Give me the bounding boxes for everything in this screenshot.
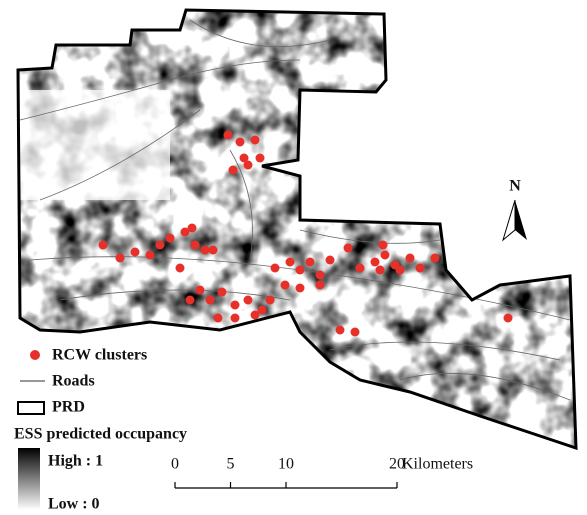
rcw-cluster (406, 254, 415, 263)
rcw-cluster (431, 254, 440, 263)
rcw-cluster (371, 258, 380, 267)
rcw-cluster (266, 296, 275, 305)
rcw-cluster (244, 296, 253, 305)
legend-label: Roads (52, 373, 95, 390)
rcw-cluster (296, 266, 305, 275)
rcw-cluster (206, 296, 215, 305)
scale-label: 0 (171, 456, 179, 473)
rcw-cluster (256, 154, 265, 163)
rcw-cluster (116, 254, 125, 263)
rcw-cluster (344, 244, 353, 253)
rcw-cluster (271, 264, 280, 273)
rcw-cluster (196, 286, 205, 295)
rcw-cluster (224, 131, 233, 140)
rcw-cluster (296, 284, 305, 293)
rcw-cluster (251, 136, 260, 145)
legend-label: RCW clusters (52, 347, 147, 364)
rcw-cluster (351, 328, 360, 337)
rcw-cluster (146, 251, 155, 260)
rcw-cluster (251, 311, 260, 320)
rcw-cluster (504, 314, 513, 323)
rcw-cluster (229, 166, 238, 175)
rcw-cluster (214, 314, 223, 323)
rcw-cluster (376, 266, 385, 275)
rcw-cluster (231, 301, 240, 310)
north-label: N (509, 178, 521, 195)
legend-gradient (18, 448, 40, 510)
map: N RCW clusters Roads PRD ESS predicted o… (0, 0, 587, 515)
rcw-cluster (416, 264, 425, 273)
rcw-cluster (396, 266, 405, 275)
rcw-cluster (336, 326, 345, 335)
rcw-cluster (306, 258, 315, 267)
rcw-cluster (131, 248, 140, 257)
rcw-cluster (231, 314, 240, 323)
rcw-cluster (326, 256, 335, 265)
rcw-cluster (191, 241, 200, 250)
rcw-cluster (316, 281, 325, 290)
legend-title: ESS predicted occupancy (14, 426, 187, 443)
legend-label: PRD (52, 399, 85, 416)
rcw-cluster (201, 246, 210, 255)
rcw-cluster (156, 241, 165, 250)
north-arrow (503, 200, 527, 240)
legend-boundary (18, 402, 44, 414)
scale-label: 10 (278, 456, 294, 473)
rcw-cluster (281, 281, 290, 290)
rcw-cluster (381, 251, 390, 260)
rcw-cluster (176, 264, 185, 273)
occupancy-surface (0, 0, 587, 460)
rcw-cluster (286, 258, 295, 267)
legend-label: Low : 0 (48, 496, 100, 513)
rcw-cluster (316, 271, 325, 280)
rcw-cluster (166, 234, 175, 243)
legend-dot (30, 350, 40, 360)
scale-label: 5 (227, 456, 235, 473)
rcw-cluster (244, 161, 253, 170)
rcw-cluster (99, 241, 108, 250)
legend-label: High : 1 (48, 453, 103, 470)
rcw-cluster (209, 246, 218, 255)
rcw-cluster (218, 288, 227, 297)
rcw-cluster (186, 296, 195, 305)
rcw-cluster (379, 241, 388, 250)
scale-unit: Kilometers (402, 456, 473, 473)
rcw-cluster (188, 224, 197, 233)
rcw-cluster (356, 264, 365, 273)
rcw-cluster (236, 138, 245, 147)
